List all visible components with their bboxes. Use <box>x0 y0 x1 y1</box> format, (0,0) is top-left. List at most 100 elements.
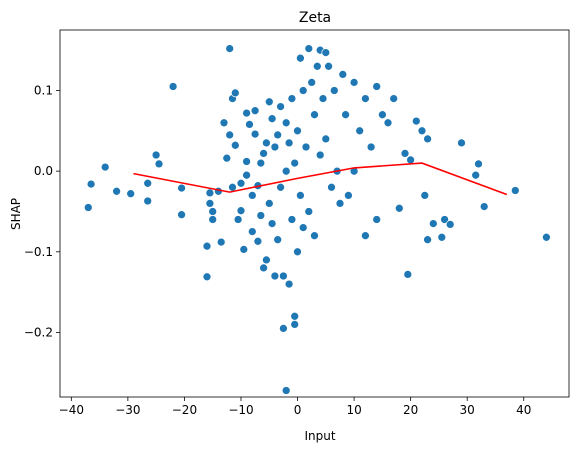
scatter-point <box>247 191 257 200</box>
scatter-point <box>222 153 232 163</box>
scatter-point <box>310 110 319 120</box>
scatter-point <box>315 150 325 160</box>
scatter-point <box>372 215 382 224</box>
scatter-point <box>428 219 438 228</box>
y-axis-label: SHAP <box>9 198 23 230</box>
scatter-point <box>259 263 268 273</box>
scatter-point <box>245 120 254 129</box>
scatter-point <box>219 118 229 128</box>
scatter-point <box>259 149 268 158</box>
scatter-point <box>202 241 212 251</box>
x-tick-label: 10 <box>346 403 361 417</box>
scatter-point <box>256 211 266 220</box>
scatter-point <box>86 179 96 189</box>
scatter-point <box>389 94 399 103</box>
scatter-point <box>273 235 283 245</box>
x-tick-label: −10 <box>228 403 253 417</box>
scatter-point <box>168 82 178 91</box>
scatter-point <box>420 191 430 200</box>
scatter-point <box>296 191 305 200</box>
scatter-point <box>233 215 243 224</box>
scatter-point <box>205 199 215 208</box>
scatter-point <box>378 110 387 120</box>
scatter-point <box>236 206 246 216</box>
scatter-point <box>279 324 288 333</box>
scatter-point <box>250 129 260 139</box>
scatter-point <box>143 196 153 206</box>
scatter-point <box>290 311 300 321</box>
x-tick-label: −20 <box>172 403 197 417</box>
scatter-point <box>440 215 449 224</box>
scatter-point <box>228 182 237 192</box>
y-tick-label: −0.2 <box>24 325 53 339</box>
scatter-point <box>83 203 93 212</box>
y-tick-label: 0.0 <box>34 164 53 178</box>
y-tick-label: −0.1 <box>24 245 53 259</box>
x-axis-label: Input <box>304 429 335 443</box>
scatter-point <box>361 231 370 241</box>
scatter-point <box>349 78 359 87</box>
scatter-point <box>542 232 551 242</box>
scatter-point <box>474 159 483 169</box>
scatter-point <box>126 189 136 199</box>
scatter-point <box>307 78 317 87</box>
scatter-point <box>383 118 393 128</box>
scatter-point <box>267 219 277 228</box>
scatter-point <box>355 126 365 136</box>
scatter-point <box>242 170 251 180</box>
scatter-point <box>406 155 415 165</box>
scatter-point <box>321 48 331 57</box>
scatter-point <box>273 130 283 140</box>
scatter-point <box>338 70 348 79</box>
scatter-point <box>236 178 246 188</box>
scatter-point <box>298 86 308 95</box>
x-tick-label: 0 <box>294 403 302 417</box>
scatter-point <box>341 110 350 120</box>
scatter-point <box>318 94 328 103</box>
scatter-point <box>423 134 432 144</box>
scatter-point <box>143 178 153 188</box>
scatter-point <box>403 270 413 279</box>
scatter-point <box>366 142 376 152</box>
scatter-point <box>479 202 489 211</box>
scatter-point <box>247 227 257 236</box>
scatter-point <box>276 102 285 111</box>
scatter-point <box>239 245 249 254</box>
scatter-point <box>324 61 333 71</box>
scatter-point <box>293 247 302 257</box>
scatter-point <box>304 207 314 216</box>
scatter-point <box>329 86 339 95</box>
scatter-point <box>270 271 280 281</box>
scatter-point <box>154 159 164 169</box>
scatter-point <box>400 149 410 158</box>
scatter-point <box>276 182 285 192</box>
scatter-point <box>242 108 251 118</box>
scatter-point <box>270 142 280 152</box>
scatter-point <box>287 215 297 224</box>
trend-line-layer <box>133 162 508 196</box>
x-tick-label: 20 <box>403 403 418 417</box>
scatter-point <box>290 158 300 168</box>
x-tick-label: −30 <box>115 403 140 417</box>
scatter-point <box>417 126 427 136</box>
scatter-point <box>394 203 404 213</box>
scatter-point <box>262 138 271 148</box>
scatter-point <box>267 114 277 124</box>
scatter-point <box>202 272 212 282</box>
scatter-point <box>296 53 305 63</box>
scatter-point <box>284 138 294 148</box>
scatter-point <box>437 232 447 242</box>
scatter-point <box>304 44 314 53</box>
scatter-point <box>208 215 218 224</box>
scatter-point <box>112 186 121 196</box>
scatter-point <box>281 118 291 128</box>
scatter-point <box>471 170 481 180</box>
scatter-point <box>298 223 308 232</box>
scatter-point <box>100 162 110 172</box>
scatter-point <box>284 279 294 289</box>
scatter-point <box>208 207 218 216</box>
plot-area-frame <box>59 29 570 398</box>
scatter-point <box>281 386 291 395</box>
